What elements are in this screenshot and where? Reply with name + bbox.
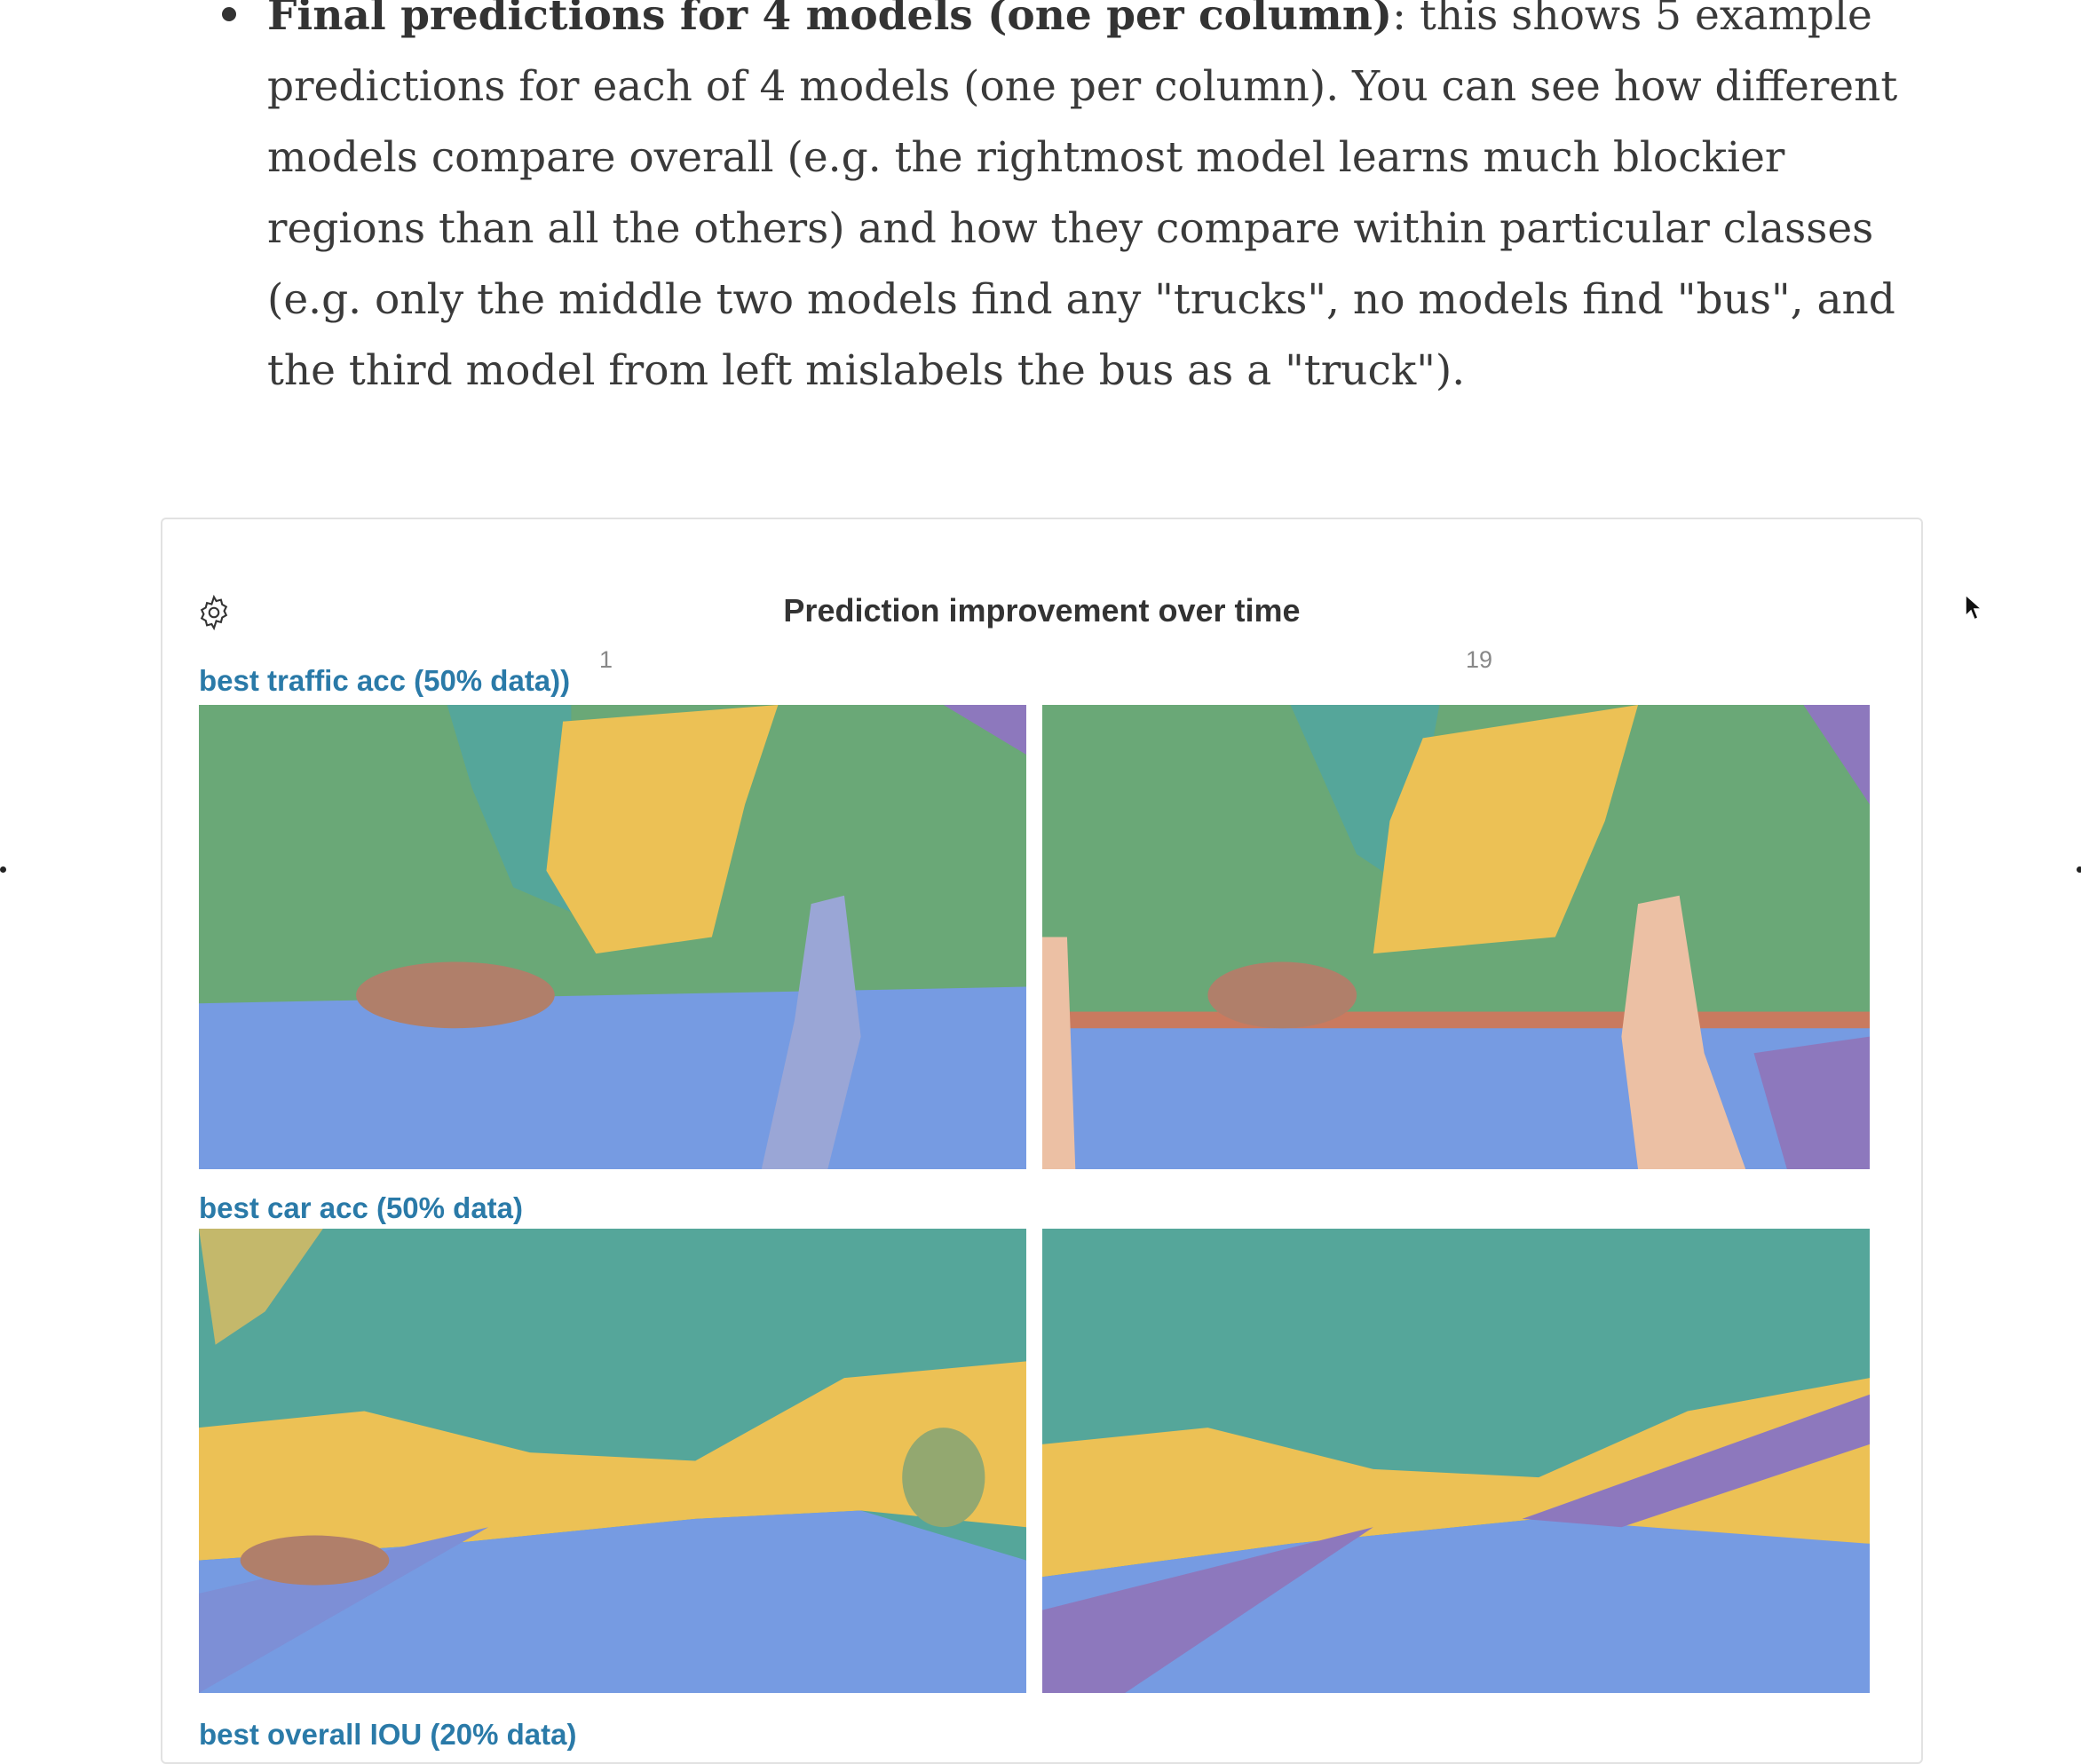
row-label[interactable]: best overall IOU (20% data) <box>199 1718 577 1751</box>
resize-handle[interactable] <box>2077 866 2081 873</box>
bullet-body: : this shows 5 example predictions for e… <box>267 0 1898 395</box>
prediction-image <box>1042 705 1870 1169</box>
prediction-image <box>199 1229 1026 1693</box>
panel-title: Prediction improvement over time <box>783 592 1301 629</box>
gear-icon[interactable] <box>195 594 233 631</box>
resize-handle[interactable] <box>0 866 6 873</box>
row-label[interactable]: best traffic acc (50% data)) <box>199 664 571 697</box>
mouse-cursor-icon <box>1964 593 1984 625</box>
prediction-image <box>199 705 1026 1169</box>
bullet-bold-lead: Final predictions for 4 models (one per … <box>267 0 1393 40</box>
bullet-marker <box>222 7 236 21</box>
prediction-image <box>1042 1229 1870 1693</box>
row-label[interactable]: best car acc (50% data) <box>199 1191 524 1224</box>
step-label: 19 <box>1466 646 1493 673</box>
step-label: 1 <box>599 646 613 673</box>
bullet-paragraph: Final predictions for 4 models (one per … <box>267 0 1936 407</box>
media-panel: Prediction improvement over time 1 19 be… <box>161 518 1923 1764</box>
